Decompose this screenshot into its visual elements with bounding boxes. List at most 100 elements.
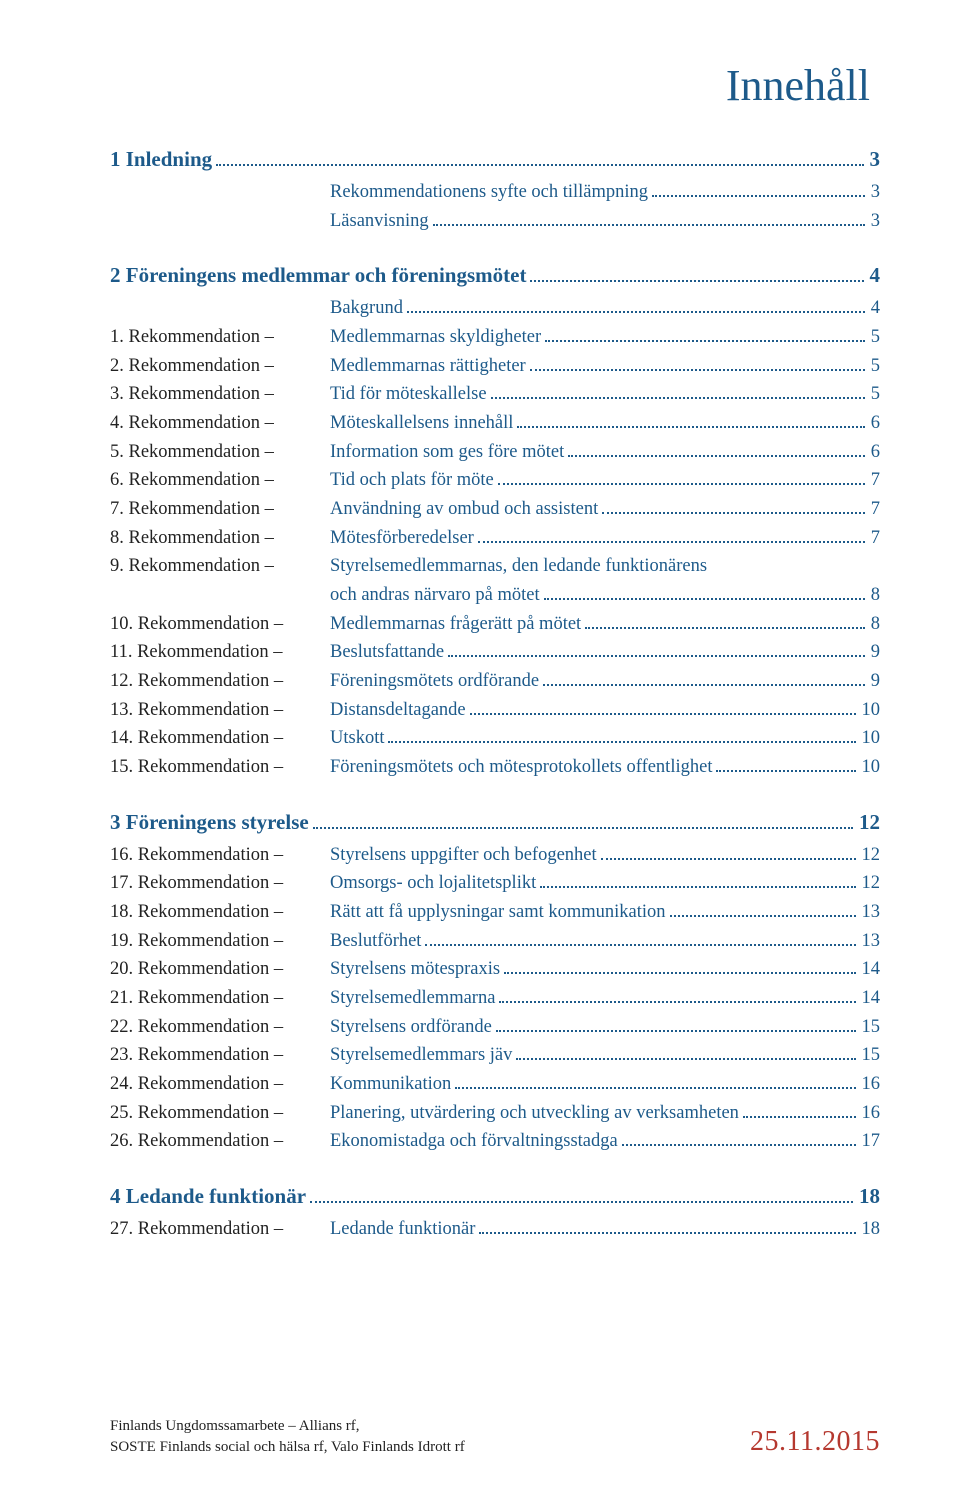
- entry-link[interactable]: Tid och plats för möte: [330, 466, 494, 495]
- entry-prefix: 1. Rekommendation –: [110, 323, 330, 352]
- toc-entry[interactable]: 10. Rekommendation –Medlemmarnas frågerä…: [110, 610, 880, 639]
- toc-entry[interactable]: 22. Rekommendation –Styrelsens ordförand…: [110, 1013, 880, 1042]
- dot-leader: [479, 1219, 855, 1234]
- toc-entry[interactable]: 5. Rekommendation –Information som ges f…: [110, 438, 880, 467]
- entry-page: 3: [869, 178, 880, 207]
- toc-entry[interactable]: 19. Rekommendation –Beslutförhet13: [110, 927, 880, 956]
- entry-link[interactable]: Föreningsmötets och mötesprotokollets of…: [330, 753, 712, 782]
- entry-link[interactable]: Föreningsmötets ordförande: [330, 667, 539, 696]
- section-page: 3: [868, 147, 881, 172]
- toc-entry[interactable]: 14. Rekommendation –Utskott10: [110, 724, 880, 753]
- entry-link[interactable]: och andras närvaro på mötet: [110, 581, 540, 610]
- toc-entry[interactable]: 11. Rekommendation –Beslutsfattande9: [110, 638, 880, 667]
- section-heading[interactable]: 3 Föreningens styrelse 12: [110, 810, 880, 835]
- entry-prefix: 16. Rekommendation –: [110, 841, 330, 870]
- toc-entry[interactable]: 4. Rekommendation –Möteskallelsens inneh…: [110, 409, 880, 438]
- entry-link[interactable]: Medlemmarnas rättigheter: [330, 352, 526, 381]
- entry-prefix: 17. Rekommendation –: [110, 869, 330, 898]
- dot-leader: [585, 614, 865, 629]
- entry-link[interactable]: Distansdeltagande: [330, 696, 466, 725]
- toc-entry[interactable]: 1. Rekommendation –Medlemmarnas skyldigh…: [110, 323, 880, 352]
- dot-leader: [455, 1074, 855, 1089]
- toc-entry-continuation[interactable]: och andras närvaro på mötet8: [110, 581, 880, 610]
- toc-entry[interactable]: 16. Rekommendation –Styrelsens uppgifter…: [110, 841, 880, 870]
- toc-entry[interactable]: 21. Rekommendation –Styrelsemedlemmarna1…: [110, 984, 880, 1013]
- entry-link[interactable]: Styrelsemedlemmars jäv: [330, 1041, 512, 1070]
- entry-link[interactable]: Styrelsemedlemmarna: [330, 984, 495, 1013]
- toc-entry[interactable]: 20. Rekommendation –Styrelsens mötesprax…: [110, 955, 880, 984]
- entry-link[interactable]: Beslutsfattande: [330, 638, 444, 667]
- entry-link[interactable]: Möteskallelsens innehåll: [330, 409, 513, 438]
- entry-link[interactable]: Omsorgs- och lojalitetsplikt: [330, 869, 536, 898]
- entry-page: 14: [860, 955, 881, 984]
- dot-leader: [433, 211, 865, 226]
- section-label: 3 Föreningens styrelse: [110, 810, 309, 835]
- toc-entry[interactable]: Rekommendationens syfte och tillämpning 3: [110, 178, 880, 207]
- entry-prefix: 9. Rekommendation –: [110, 552, 330, 581]
- toc-entry[interactable]: 7. Rekommendation –Användning av ombud o…: [110, 495, 880, 524]
- dot-leader: [517, 413, 864, 428]
- toc-entry[interactable]: 15. Rekommendation –Föreningsmötets och …: [110, 753, 880, 782]
- entry-link[interactable]: Medlemmarnas skyldigheter: [330, 323, 541, 352]
- toc-entry[interactable]: 12. Rekommendation –Föreningsmötets ordf…: [110, 667, 880, 696]
- entry-prefix: 13. Rekommendation –: [110, 696, 330, 725]
- dot-leader: [602, 499, 865, 514]
- toc-entry[interactable]: 26. Rekommendation –Ekonomistadga och fö…: [110, 1127, 880, 1156]
- entry-link[interactable]: Mötesförberedelser: [330, 524, 474, 553]
- dot-leader: [530, 356, 865, 371]
- dot-leader: [310, 1186, 853, 1203]
- entry-prefix: 5. Rekommendation –: [110, 438, 330, 467]
- entry-link[interactable]: Rekommendationens syfte och tillämpning: [330, 178, 648, 207]
- entry-link[interactable]: Kommunikation: [330, 1070, 451, 1099]
- toc-entry[interactable]: 27. Rekommendation –Ledande funktionär18: [110, 1215, 880, 1244]
- entry-link[interactable]: Information som ges före mötet: [330, 438, 564, 467]
- toc-entry[interactable]: 9. Rekommendation –Styrelsemedlemmarnas,…: [110, 552, 880, 581]
- entry-link[interactable]: Användning av ombud och assistent: [330, 495, 598, 524]
- toc-entry[interactable]: 23. Rekommendation –Styrelsemedlemmars j…: [110, 1041, 880, 1070]
- toc-entry[interactable]: 2. Rekommendation –Medlemmarnas rättighe…: [110, 352, 880, 381]
- entry-prefix: 2. Rekommendation –: [110, 352, 330, 381]
- dot-leader: [543, 671, 865, 686]
- section-heading[interactable]: 4 Ledande funktionär 18: [110, 1184, 880, 1209]
- entry-prefix: 24. Rekommendation –: [110, 1070, 330, 1099]
- toc-entry[interactable]: 6. Rekommendation –Tid och plats för möt…: [110, 466, 880, 495]
- entry-page: 16: [860, 1070, 881, 1099]
- entry-link[interactable]: Styrelsens ordförande: [330, 1013, 492, 1042]
- entry-link[interactable]: Planering, utvärdering och utveckling av…: [330, 1099, 739, 1128]
- toc-entry[interactable]: 8. Rekommendation –Mötesförberedelser7: [110, 524, 880, 553]
- entry-prefix: 14. Rekommendation –: [110, 724, 330, 753]
- entry-link[interactable]: Beslutförhet: [330, 927, 421, 956]
- entry-page: 5: [869, 380, 880, 409]
- entry-link[interactable]: Tid för möteskallelse: [330, 380, 487, 409]
- entry-link[interactable]: Medlemmarnas frågerätt på mötet: [330, 610, 581, 639]
- entry-page: 18: [860, 1215, 881, 1244]
- entry-page: 8: [869, 610, 880, 639]
- toc-entry[interactable]: 3. Rekommendation –Tid för möteskallelse…: [110, 380, 880, 409]
- toc-entry[interactable]: Läsanvisning3: [110, 207, 880, 236]
- section-label: 2 Föreningens medlemmar och föreningsmöt…: [110, 263, 526, 288]
- entry-link[interactable]: Styrelsens mötespraxis: [330, 955, 500, 984]
- entry-link[interactable]: Bakgrund: [330, 294, 403, 323]
- dot-leader: [540, 874, 855, 889]
- toc-entry[interactable]: 13. Rekommendation –Distansdeltagande10: [110, 696, 880, 725]
- section-heading[interactable]: 1 Inledning 3: [110, 147, 880, 172]
- toc-entry[interactable]: 24. Rekommendation –Kommunikation 16: [110, 1070, 880, 1099]
- dot-leader: [496, 1017, 856, 1032]
- entry-link[interactable]: Rätt att få upplysningar samt kommunikat…: [330, 898, 666, 927]
- entry-link[interactable]: Utskott: [330, 724, 384, 753]
- entry-link[interactable]: Läsanvisning: [330, 207, 429, 236]
- section-label: 4 Ledande funktionär: [110, 1184, 306, 1209]
- entry-link[interactable]: Styrelsens uppgifter och befogenhet: [330, 841, 597, 870]
- section-heading[interactable]: 2 Föreningens medlemmar och föreningsmöt…: [110, 263, 880, 288]
- entry-page: 10: [860, 753, 881, 782]
- toc-entry[interactable]: 18. Rekommendation –Rätt att få upplysni…: [110, 898, 880, 927]
- footer-line-2: SOSTE Finlands social och hälsa rf, Valo…: [110, 1437, 465, 1458]
- entry-page: 5: [869, 352, 880, 381]
- dot-leader: [504, 960, 855, 975]
- entry-link[interactable]: Ledande funktionär: [330, 1215, 475, 1244]
- toc-entry[interactable]: 25. Rekommendation –Planering, utvärderi…: [110, 1099, 880, 1128]
- toc-entry[interactable]: 17. Rekommendation –Omsorgs- och lojalit…: [110, 869, 880, 898]
- entry-link[interactable]: Ekonomistadga och förvaltningsstadga: [330, 1127, 618, 1156]
- entry-link[interactable]: Styrelsemedlemmarnas, den ledande funkti…: [330, 552, 707, 581]
- toc-entry[interactable]: Bakgrund4: [110, 294, 880, 323]
